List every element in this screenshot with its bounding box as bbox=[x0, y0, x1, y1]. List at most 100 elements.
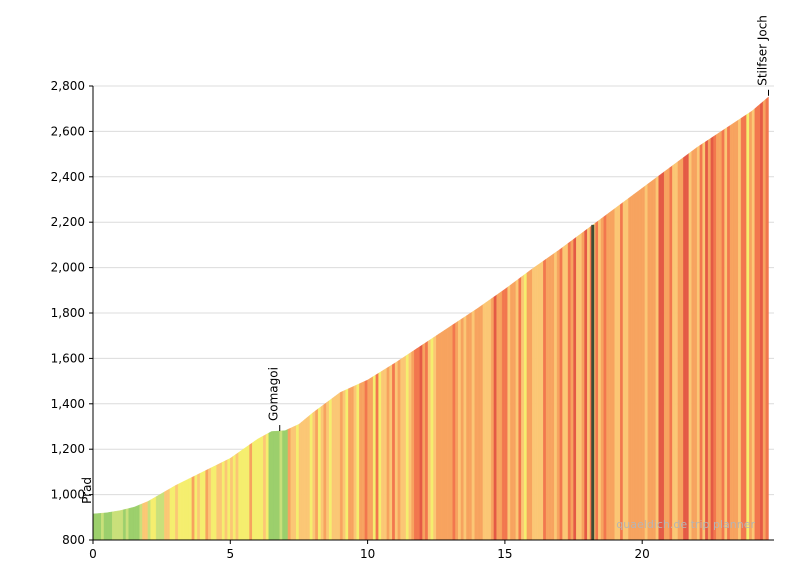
gradient-band bbox=[290, 426, 294, 541]
gradient-band bbox=[197, 472, 201, 541]
gradient-band bbox=[158, 493, 162, 541]
y-tick-label: 1,200 bbox=[51, 442, 85, 456]
x-tick-label: 15 bbox=[497, 547, 512, 561]
gradient-band bbox=[285, 428, 289, 541]
gradient-band bbox=[532, 266, 536, 541]
gradient-band bbox=[427, 338, 431, 541]
gradient-band bbox=[133, 505, 138, 541]
gradient-band bbox=[430, 337, 434, 541]
gradient-band bbox=[378, 371, 382, 541]
gradient-band bbox=[164, 489, 168, 541]
gradient-band bbox=[482, 302, 486, 541]
gradient-band bbox=[479, 304, 484, 541]
gradient-band bbox=[381, 369, 385, 541]
gradient-band bbox=[136, 504, 140, 541]
gradient-band bbox=[732, 121, 736, 541]
gradient-band bbox=[315, 408, 319, 541]
gradient-band bbox=[95, 513, 99, 541]
place-labels: Prad Gomagoi Stilfser Joch bbox=[80, 15, 770, 514]
gradient-band bbox=[186, 478, 190, 541]
gradient-band bbox=[721, 128, 725, 541]
gradient-band bbox=[306, 414, 311, 541]
gradient-band bbox=[249, 442, 253, 541]
gradient-band bbox=[474, 308, 478, 541]
gradient-band bbox=[274, 430, 278, 541]
place-label: Stilfser Joch bbox=[756, 15, 770, 86]
gradient-band bbox=[674, 161, 679, 541]
gradient-band bbox=[510, 282, 514, 541]
gradient-band bbox=[254, 438, 258, 541]
gradient-band bbox=[112, 511, 116, 541]
gradient-band bbox=[117, 510, 121, 541]
gradient-band bbox=[394, 360, 398, 541]
gradient-band bbox=[455, 320, 459, 541]
gradient-band bbox=[235, 452, 239, 541]
gradient-band bbox=[125, 508, 129, 541]
gradient-band bbox=[227, 457, 231, 541]
gradient-band bbox=[232, 454, 236, 541]
axes: 800 1,000 1,200 1,400 1,600 1,800 2,000 2,200 2,… bbox=[51, 79, 774, 561]
gradient-band bbox=[279, 430, 283, 541]
gradient-band bbox=[411, 349, 415, 541]
gradient-band bbox=[543, 258, 547, 541]
gradient-band bbox=[169, 486, 173, 541]
gradient-band bbox=[625, 197, 629, 541]
gradient-band bbox=[386, 365, 390, 541]
gradient-band bbox=[342, 389, 346, 541]
gradient-band bbox=[650, 179, 654, 541]
gradient-band bbox=[688, 150, 692, 541]
gradient-band bbox=[213, 464, 217, 541]
gradient-band bbox=[545, 256, 550, 541]
gradient-band bbox=[205, 468, 209, 541]
gradient-band bbox=[559, 247, 563, 541]
gradient-band bbox=[219, 462, 223, 541]
gradient-band bbox=[320, 404, 324, 541]
gradient-band bbox=[603, 214, 607, 541]
gradient-band bbox=[345, 388, 349, 541]
gradient-band bbox=[633, 191, 637, 541]
gradient-band bbox=[669, 165, 673, 541]
gradient-band bbox=[587, 226, 591, 541]
gradient-band bbox=[518, 276, 522, 541]
gradient-band bbox=[691, 148, 695, 541]
gradient-band bbox=[177, 482, 182, 541]
gradient-band bbox=[699, 143, 703, 541]
gradient-band bbox=[359, 382, 363, 541]
gradient-band bbox=[188, 477, 193, 541]
gradient-band bbox=[641, 185, 646, 541]
gradient-band bbox=[224, 459, 228, 541]
gradient-band bbox=[350, 385, 355, 541]
gradient-band bbox=[746, 112, 750, 541]
gradient-band bbox=[400, 357, 404, 541]
gradient-band bbox=[139, 503, 143, 541]
gradient-band bbox=[647, 181, 651, 541]
gradient-band bbox=[131, 506, 135, 541]
gradient-band bbox=[617, 204, 621, 541]
gradient-band bbox=[666, 167, 670, 541]
gradient-band bbox=[144, 501, 149, 541]
gradient-band bbox=[537, 262, 541, 541]
gradient-band bbox=[521, 274, 525, 541]
gradient-band bbox=[265, 432, 269, 541]
gradient-band bbox=[287, 427, 291, 541]
gradient-band bbox=[408, 351, 412, 541]
gradient-band bbox=[304, 416, 308, 541]
y-tick-label: 1,800 bbox=[51, 306, 85, 320]
gradient-band bbox=[166, 488, 171, 541]
gradient-band bbox=[570, 238, 574, 541]
gradient-band bbox=[631, 193, 635, 541]
gradient-band bbox=[98, 512, 102, 541]
gradient-band bbox=[765, 96, 769, 541]
y-tick-label: 2,200 bbox=[51, 215, 85, 229]
gradient-band bbox=[526, 270, 530, 541]
gradient-band bbox=[444, 328, 448, 541]
gradient-band bbox=[504, 286, 508, 541]
gradient-band bbox=[694, 146, 698, 541]
gradient-band bbox=[161, 491, 165, 541]
gradient-band bbox=[263, 434, 267, 541]
gradient-band bbox=[636, 189, 640, 541]
gradient-band bbox=[389, 364, 393, 541]
gradient-band bbox=[466, 313, 470, 541]
gradient-band bbox=[334, 394, 338, 541]
gradient-band bbox=[392, 362, 396, 541]
